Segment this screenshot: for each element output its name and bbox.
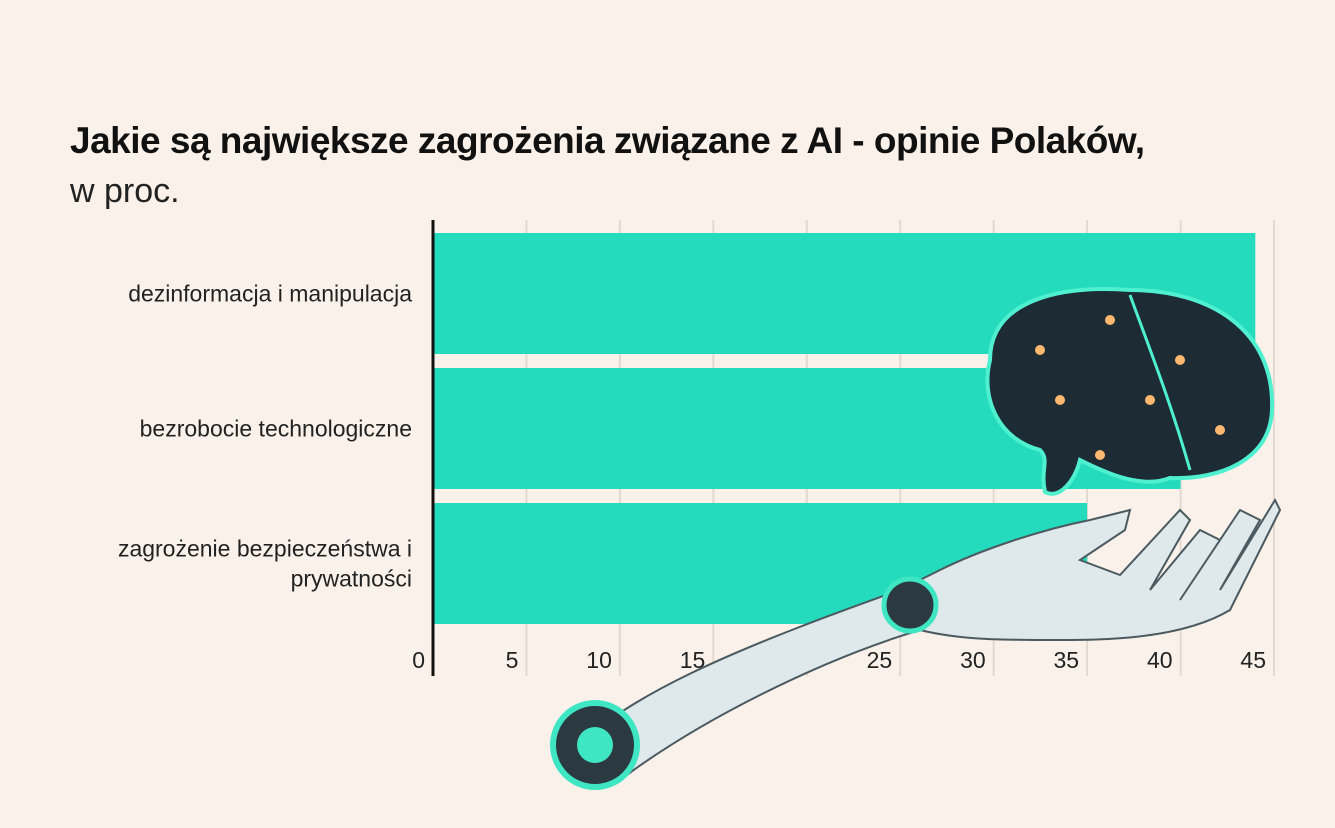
x-tick-label: 40 (1147, 647, 1173, 673)
category-label: dezinformacja i manipulacja (128, 281, 412, 307)
robot-arm-illustration (550, 497, 1282, 790)
x-tick-label: 10 (586, 647, 612, 673)
x-tick-label: 30 (960, 647, 986, 673)
x-tick-label: 45 (1240, 647, 1266, 673)
chart-title: Jakie są największe zagrożenia związane … (70, 120, 1145, 161)
chart-subtitle: w proc. (70, 172, 180, 210)
x-tick-label: 35 (1054, 647, 1080, 673)
x-tick-label: 5 (506, 647, 519, 673)
category-label: zagrożenie bezpieczeństwa i (118, 536, 412, 562)
x-tick-label: 25 (867, 647, 893, 673)
category-label: bezrobocie technologiczne (140, 416, 412, 442)
category-label: prywatności (291, 566, 412, 592)
x-tick-label: 0 (412, 647, 425, 673)
brain-illustration (985, 287, 1275, 496)
